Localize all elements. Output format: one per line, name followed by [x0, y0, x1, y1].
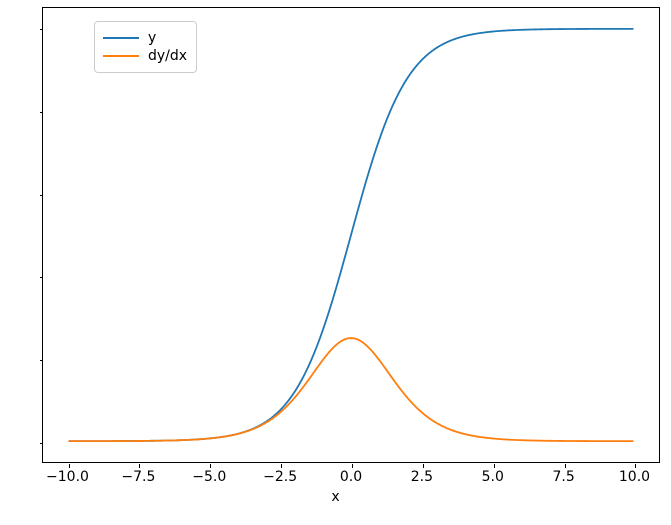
x-tick-mark [635, 464, 637, 468]
x-tick-label: 7.5 [552, 469, 575, 485]
x-tick-mark [281, 464, 283, 468]
x-tick-mark [564, 464, 566, 468]
x-tick-label: −2.5 [263, 469, 298, 485]
y-tick-mark [39, 443, 43, 445]
legend-entry-dydx: dy/dx [103, 47, 187, 65]
x-tick-mark [210, 464, 212, 468]
plot-axes: y dy/dx [39, 7, 660, 468]
x-tick-mark [352, 464, 353, 468]
legend-label-y: y [148, 30, 157, 46]
legend-entry-y: y [103, 29, 187, 47]
x-tick-mark [422, 464, 424, 468]
legend-swatch-dydx [103, 55, 139, 57]
x-tick-mark [68, 464, 70, 468]
y-tick-mark [39, 277, 43, 279]
y-tick-mark [39, 28, 43, 30]
x-tick-label: 10.0 [618, 469, 651, 485]
x-tick-mark [493, 464, 495, 468]
line-series-y [69, 29, 633, 441]
y-tick-mark [39, 360, 43, 362]
y-tick-mark [39, 194, 43, 196]
x-tick-label: −10.0 [46, 469, 89, 485]
x-tick-mark [139, 464, 141, 468]
x-tick-label: 0.0 [339, 469, 363, 485]
legend-swatch-y [103, 37, 139, 39]
line-series-dydx [69, 338, 633, 441]
plot-lines-svg [43, 8, 659, 462]
x-tick-label: −7.5 [121, 469, 156, 485]
x-tick-label: −5.0 [192, 469, 227, 485]
y-tick-mark [39, 111, 43, 113]
x-tick-label: 2.5 [410, 469, 433, 485]
x-axis-label: x [331, 489, 340, 505]
x-tick-label: 5.0 [481, 469, 504, 485]
legend-label-dydx: dy/dx [148, 48, 188, 64]
legend-box[interactable]: y dy/dx [94, 21, 198, 73]
